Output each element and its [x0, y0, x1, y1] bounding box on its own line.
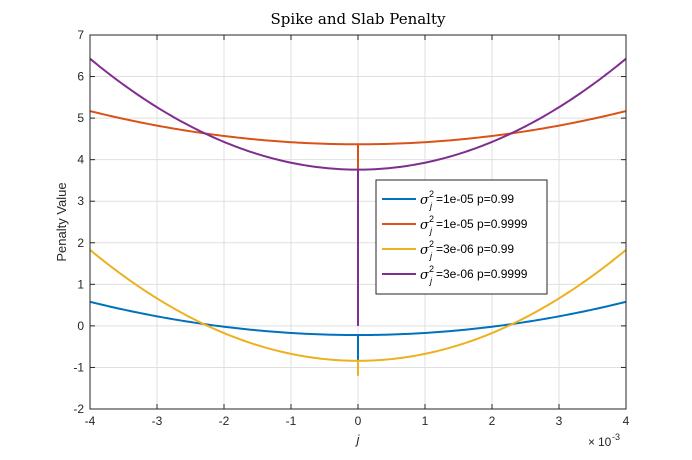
legend-entry-1: σ 2 j =1e-05 p=0.99: [382, 189, 514, 211]
x-tick-label: -2: [219, 414, 230, 428]
series-lines: [89, 57, 627, 376]
legend-label: =1e-05 p=0.9999: [436, 217, 528, 231]
legend-sigma: σ: [420, 218, 430, 233]
legend-superscript: 2: [429, 189, 434, 199]
legend-sigma: σ: [420, 268, 430, 283]
x-tick-label: 3: [556, 414, 563, 428]
x-exponent-label: × 10 -3: [588, 432, 620, 449]
legend-sigma: σ: [420, 243, 430, 258]
y-tick-label: -1: [73, 360, 84, 374]
x-tick-label: 2: [489, 414, 496, 428]
y-tick-label: 6: [77, 70, 84, 84]
legend-subscript: j: [429, 251, 433, 261]
legend-subscript: j: [429, 226, 433, 236]
x-axis-label: j: [355, 432, 361, 447]
x-tick-label: -1: [286, 414, 297, 428]
legend-superscript: 2: [429, 239, 434, 249]
legend-label: =3e-06 p=0.9999: [436, 267, 528, 281]
series-line-2: [89, 110, 627, 146]
legend-entry-4: σ 2 j =3e-06 p=0.9999: [382, 264, 528, 286]
x-tick-label: -4: [85, 414, 96, 428]
y-axis-label: Penalty Value: [54, 182, 69, 261]
y-tick-label: 5: [77, 111, 84, 125]
legend-subscript: j: [429, 276, 433, 286]
x-exponent-power: -3: [612, 432, 620, 442]
y-tick-label: 1: [77, 277, 84, 291]
chart-title: Spike and Slab Penalty: [271, 10, 446, 28]
y-tick-label: 7: [77, 28, 84, 42]
x-tick-label: 4: [623, 414, 630, 428]
svg-text:×: ×: [588, 435, 595, 449]
y-tick-label: 2: [77, 236, 84, 250]
legend-sigma: σ: [420, 193, 430, 208]
legend-label: =1e-05 p=0.99: [436, 192, 514, 206]
legend-label: =3e-06 p=0.99: [436, 242, 514, 256]
legend-superscript: 2: [429, 264, 434, 274]
x-tick-label: 0: [355, 414, 362, 428]
x-tick-label: -3: [152, 414, 163, 428]
legend-superscript: 2: [429, 214, 434, 224]
legend-subscript: j: [429, 201, 433, 211]
y-tick-label: 0: [77, 319, 84, 333]
series-line-1: [89, 300, 627, 337]
legend-entry-2: σ 2 j =1e-05 p=0.9999: [382, 214, 528, 236]
y-tick-label: -2: [73, 402, 84, 416]
axis-ticks: -4 -3 -2 -1 0 1 2 3 4 -2 -1 0 1 2 3 4 5 6 7: [73, 28, 629, 428]
x-tick-label: 1: [422, 414, 429, 428]
x-exponent-base: 10: [598, 435, 612, 449]
y-tick-label: 4: [77, 153, 84, 167]
legend-entry-3: σ 2 j =3e-06 p=0.99: [382, 239, 514, 261]
y-tick-label: 3: [77, 194, 84, 208]
